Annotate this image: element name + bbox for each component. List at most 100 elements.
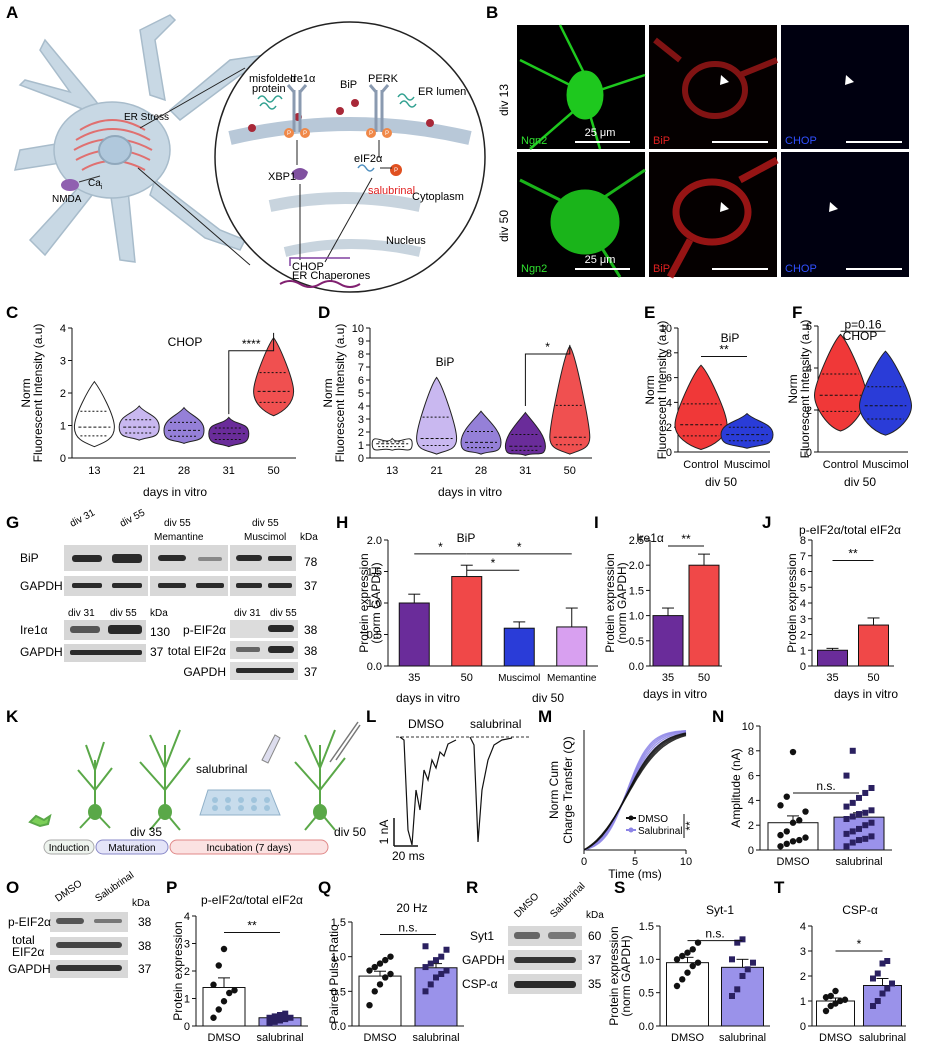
data-point bbox=[862, 835, 869, 842]
bar bbox=[652, 615, 684, 667]
y-tick-label: 8 bbox=[748, 746, 754, 758]
g-lane-div31: div 31 bbox=[68, 507, 97, 529]
y-tick-label: 3 bbox=[800, 946, 806, 958]
violin bbox=[674, 364, 728, 451]
promoter-arrow bbox=[289, 257, 350, 266]
significance-bracket bbox=[524, 344, 571, 406]
significance-label: ** bbox=[719, 343, 729, 357]
data-point bbox=[694, 959, 702, 966]
data-point bbox=[438, 971, 445, 977]
y-tick-label: 2 bbox=[800, 971, 806, 983]
perk-receptor bbox=[368, 84, 390, 132]
x-tick-label: 28 bbox=[178, 465, 190, 477]
violin bbox=[73, 380, 115, 448]
data-point bbox=[422, 943, 429, 950]
significance-label: p=0.16 bbox=[844, 317, 881, 331]
data-point bbox=[832, 1000, 839, 1007]
chart-title: BiP bbox=[721, 331, 740, 345]
chart-title: CHOP bbox=[843, 329, 878, 343]
x-tick-label: Memantine bbox=[547, 673, 597, 684]
y-tick-label: 3 bbox=[184, 939, 190, 951]
g-mw-78: 78 bbox=[304, 555, 318, 569]
x-tick-label: 50 bbox=[867, 672, 879, 684]
data-point bbox=[210, 1014, 217, 1021]
y-tick-label: 0.0 bbox=[639, 1021, 654, 1033]
data-point bbox=[744, 966, 751, 973]
phospho-text: P P P P P bbox=[287, 131, 398, 174]
l-scale-v-label: 1 nA bbox=[377, 820, 391, 845]
l-dmso-label: DMSO bbox=[408, 717, 444, 731]
panel-label-t: T bbox=[774, 878, 785, 897]
y-axis-label: Paired Pulse Ratio bbox=[327, 924, 341, 1024]
g-mw-37c: 37 bbox=[304, 665, 318, 679]
bar bbox=[817, 649, 848, 667]
panel-label-b: B bbox=[486, 3, 498, 22]
violin bbox=[720, 412, 774, 449]
y-tick-label: 5 bbox=[800, 582, 806, 594]
y-axis-label: (norm GAPDH) bbox=[369, 562, 383, 643]
y-tick-label: 6 bbox=[666, 373, 672, 385]
data-point bbox=[849, 747, 856, 754]
data-point bbox=[843, 843, 850, 850]
y-axis-label: Fluorescent Intensity (a.u) bbox=[333, 324, 347, 463]
data-point bbox=[443, 946, 450, 953]
g-row-gapdh2: GAPDH bbox=[20, 645, 63, 659]
y-tick-label: 1 bbox=[184, 994, 190, 1006]
ch-chop-div50: CHOP bbox=[785, 263, 817, 275]
data-point bbox=[879, 960, 886, 967]
y-tick-label: 3 bbox=[358, 414, 364, 426]
x-tick-label: 35 bbox=[662, 672, 674, 684]
y-axis-label: (norm GAPDH) bbox=[615, 562, 629, 643]
data-point bbox=[739, 973, 746, 979]
x-tick-label: 21 bbox=[430, 465, 442, 477]
y-axis-label: Norm bbox=[643, 375, 657, 404]
scale-label-div13: 25 μm bbox=[585, 127, 616, 139]
data-point bbox=[802, 808, 809, 815]
panel-labels: A B C D E F G H I J K L M N O P Q R S T bbox=[6, 3, 802, 897]
data-point bbox=[827, 992, 834, 1000]
nmda-receptor-icon bbox=[61, 175, 101, 191]
y-tick-label: 2 bbox=[60, 388, 66, 400]
x-tick-label: DMSO bbox=[671, 1032, 704, 1044]
x-tick-label: 35 bbox=[826, 672, 838, 684]
chart-n-amplitude: 0 2 4 6 8 10 Amplitude (nA) DMSO salubrinal n.s. bbox=[729, 721, 892, 868]
chart-p-peif2a: 0 1 2 3 4 p-eIF2α/total eIF2α Protein expressi… bbox=[171, 893, 308, 1044]
violin bbox=[858, 350, 913, 436]
ch-chop-div13: CHOP bbox=[785, 135, 817, 147]
significance-label: * bbox=[491, 556, 496, 570]
significance-label: **** bbox=[242, 337, 261, 351]
g-kda: kDa bbox=[300, 532, 318, 543]
band-eif-gapdh bbox=[236, 668, 294, 673]
l-scale-h-label: 20 ms bbox=[392, 849, 425, 863]
x-tick-label: 5 bbox=[632, 856, 638, 868]
data-point bbox=[789, 748, 797, 756]
k-div50-label: div 50 bbox=[334, 825, 366, 839]
y-tick-label: 3 bbox=[800, 614, 806, 626]
data-point bbox=[796, 836, 803, 844]
data-point bbox=[689, 946, 696, 953]
panel-k-timeline: salubrinal div 35 div 50 Induction Matur… bbox=[28, 721, 366, 855]
row-label-div50: div 50 bbox=[497, 210, 511, 242]
g-lane-memantine: Memantine bbox=[154, 532, 204, 543]
h-xlabel-div50: div 50 bbox=[532, 691, 564, 705]
significance-label: ** bbox=[848, 546, 858, 560]
g-row-peif: p-EIF2α bbox=[183, 623, 226, 637]
pathway-arrows bbox=[296, 140, 392, 263]
chart-title: CSP-α bbox=[842, 903, 878, 917]
y-tick-label: 2.5 bbox=[629, 535, 644, 547]
panel-label-e: E bbox=[644, 303, 655, 322]
f-xlabel: div 50 bbox=[844, 475, 876, 489]
g-mw-37b: 37 bbox=[150, 645, 164, 659]
o-lane-dmso: DMSO bbox=[53, 878, 84, 904]
k-maturation-label: Maturation bbox=[108, 843, 155, 854]
data-point bbox=[789, 819, 797, 826]
svg-text:P: P bbox=[385, 131, 389, 137]
band-teif-55 bbox=[268, 646, 294, 653]
chart-t-csp: 0 1 2 3 4 CSP-α DMSO salubrinal * bbox=[800, 903, 906, 1044]
arrowhead-bip-div50 bbox=[720, 202, 729, 212]
x-tick-label: DMSO bbox=[777, 856, 810, 868]
y-tick-label: 0 bbox=[800, 661, 806, 673]
x-tick-label: salubrinal bbox=[256, 1032, 303, 1044]
